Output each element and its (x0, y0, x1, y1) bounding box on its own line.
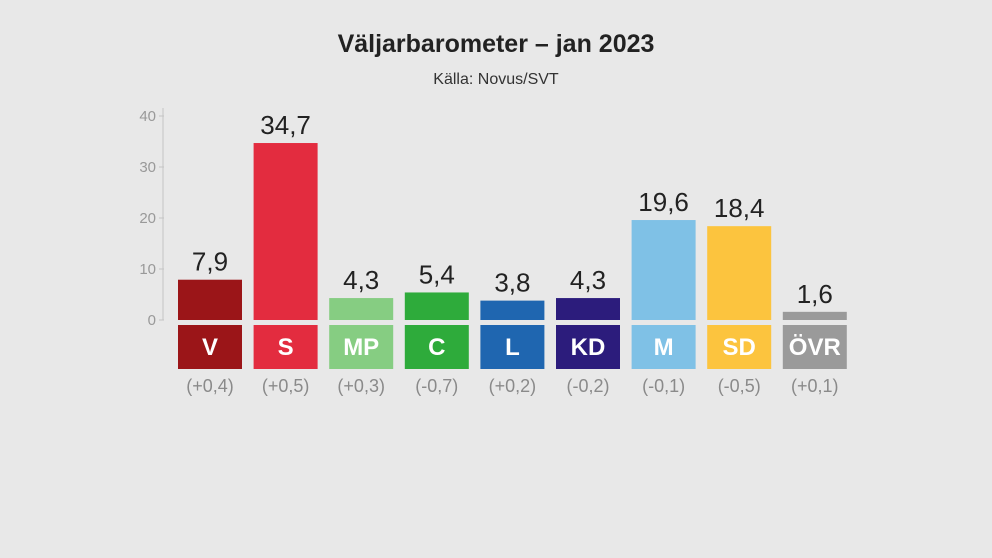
party-label: V (202, 334, 218, 361)
value-label: 3,8 (494, 268, 530, 298)
party-label: ÖVR (789, 334, 841, 361)
y-tick-label: 40 (139, 108, 156, 125)
value-label: 7,9 (192, 247, 228, 277)
bar (253, 143, 318, 320)
party-label: S (278, 334, 294, 361)
party-label-box (329, 325, 394, 369)
party-label: SD (723, 334, 756, 361)
y-tick-label: 20 (139, 210, 156, 227)
value-label: 34,7 (260, 110, 311, 140)
party-label-box (782, 325, 847, 369)
change-label: (+0,5) (262, 376, 310, 396)
party-label: C (428, 334, 445, 361)
change-label: (+0,3) (337, 376, 385, 396)
bar (404, 292, 469, 320)
y-tick-label: 10 (139, 261, 156, 278)
chart-title: Väljarbarometer – jan 2023 (337, 30, 655, 58)
party-label-box (480, 325, 545, 369)
change-label: (+0,2) (489, 376, 537, 396)
party-label-box (631, 325, 696, 369)
bar (782, 311, 847, 320)
value-label: 4,3 (570, 265, 606, 295)
party-label: M (654, 334, 674, 361)
party-label-box (253, 325, 318, 369)
party-label: KD (571, 334, 606, 361)
party-label: MP (343, 334, 379, 361)
chart-subtitle: Källa: Novus/SVT (433, 71, 559, 88)
party-label-box (404, 325, 469, 369)
bar (707, 226, 772, 320)
bar (480, 300, 545, 320)
bar (556, 298, 620, 320)
y-tick-label: 30 (139, 159, 156, 176)
party-label-box (178, 325, 242, 369)
change-label: (-0,7) (415, 376, 458, 396)
party-label: L (505, 334, 520, 361)
change-label: (-0,5) (718, 376, 761, 396)
value-label: 18,4 (714, 193, 765, 223)
change-label: (-0,1) (642, 376, 685, 396)
change-label: (+0,1) (791, 376, 839, 396)
party-label-box (707, 325, 772, 369)
change-label: (+0,4) (186, 376, 234, 396)
bar (329, 298, 394, 320)
change-label: (-0,2) (566, 376, 609, 396)
value-label: 4,3 (343, 265, 379, 295)
bar (631, 220, 696, 320)
value-label: 19,6 (638, 187, 689, 217)
value-label: 5,4 (419, 259, 455, 289)
party-label-box (556, 325, 620, 369)
bar (178, 279, 242, 320)
y-tick-label: 0 (148, 312, 156, 329)
value-label: 1,6 (797, 279, 833, 309)
